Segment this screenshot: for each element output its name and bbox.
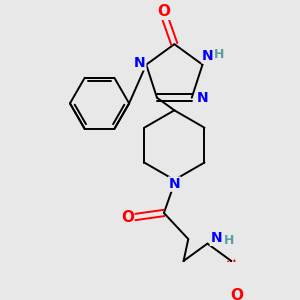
Text: N: N bbox=[202, 49, 214, 63]
Text: O: O bbox=[230, 288, 243, 300]
Text: H: H bbox=[214, 48, 224, 61]
Text: O: O bbox=[158, 4, 170, 19]
Text: N: N bbox=[210, 231, 222, 245]
Text: N: N bbox=[169, 177, 180, 191]
Text: H: H bbox=[224, 234, 234, 247]
Text: O: O bbox=[121, 210, 134, 225]
Text: N: N bbox=[134, 56, 146, 70]
Text: N: N bbox=[196, 91, 208, 105]
